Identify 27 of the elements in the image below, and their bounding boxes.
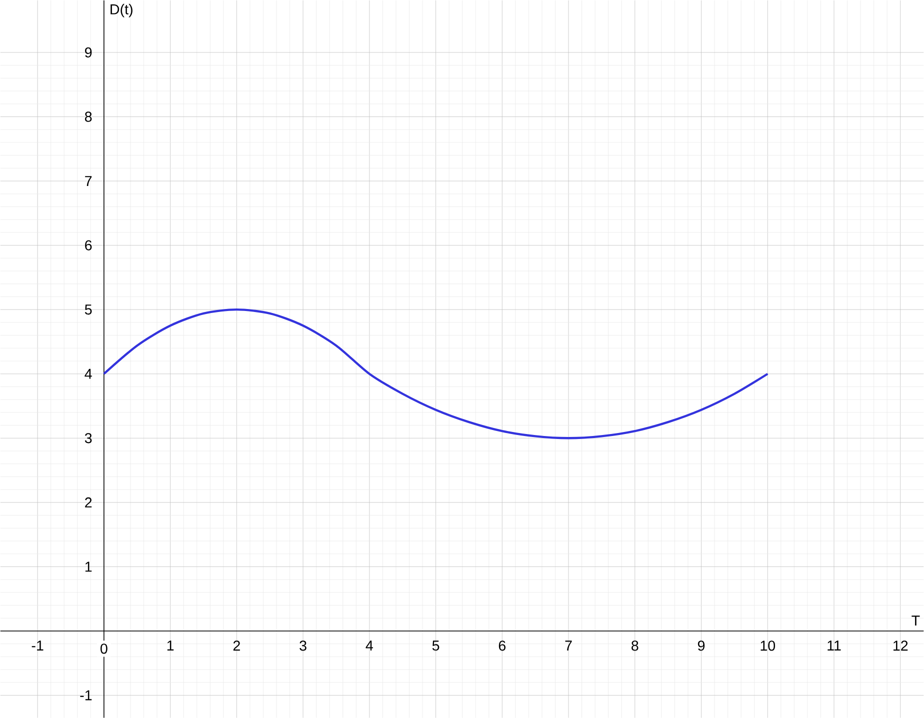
x-tick-label: 10: [760, 640, 776, 651]
x-tick-label: 6: [498, 640, 506, 651]
y-tick-label: 6: [85, 240, 92, 250]
x-tick-label: 11: [828, 640, 841, 650]
y-tick-label: 1: [85, 562, 92, 572]
x-tick-label: 3: [300, 640, 306, 651]
y-tick-label: 5: [84, 304, 92, 315]
y-tick-label: 7: [85, 176, 92, 186]
line-series: [102, 308, 769, 440]
x-tick-label: 2: [233, 640, 240, 651]
x-tick-label: -1: [32, 640, 44, 650]
x-tick-label: 8: [632, 640, 638, 651]
x-tick-label: 9: [698, 640, 705, 651]
y-axis-title: D(t): [110, 4, 132, 18]
y-tick-label: -1: [80, 690, 92, 700]
x-tick-label: 1: [167, 640, 174, 650]
y-tick-label: 8: [84, 112, 92, 122]
x-tick-label: 12: [893, 640, 908, 651]
y-tick-label: 9: [85, 47, 92, 58]
x-tick-label: 4: [366, 640, 373, 650]
y-tick-label: 4: [84, 368, 92, 379]
x-tick-label: 0: [100, 644, 108, 654]
x-tick-label: 7: [565, 640, 572, 650]
y-tick-label: 3: [84, 433, 92, 444]
x-tick-label: 5: [432, 640, 440, 651]
y-tick-label: 2: [85, 497, 92, 508]
x-axis-title: T: [912, 616, 920, 626]
